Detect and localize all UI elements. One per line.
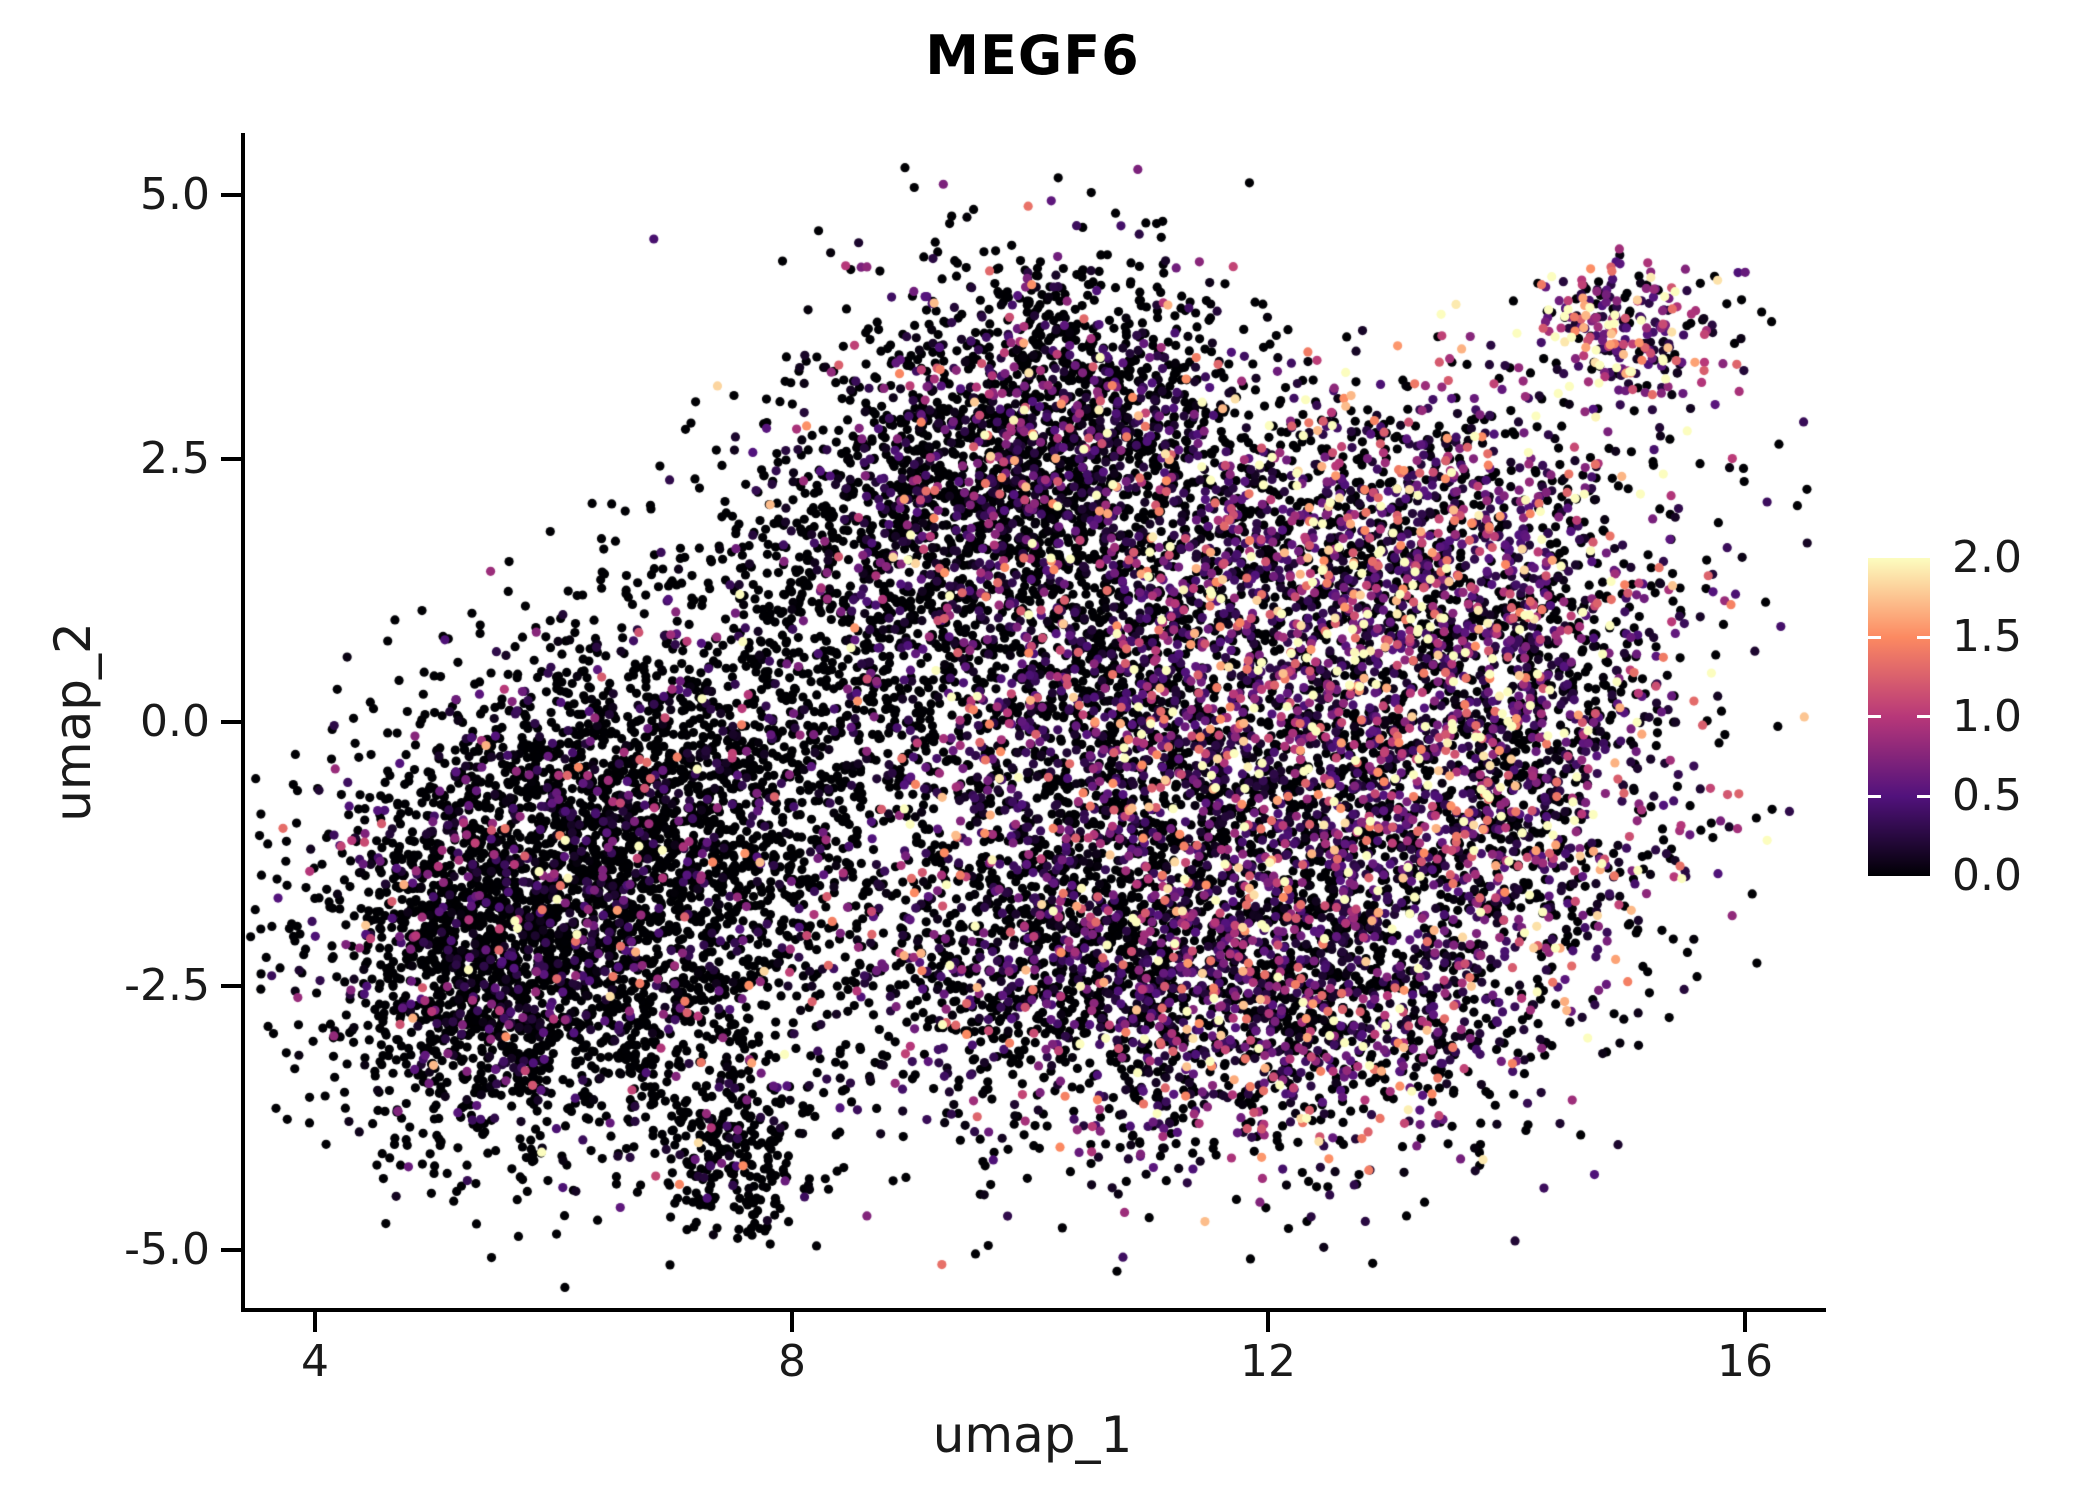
y-tick-label: 5.0: [140, 169, 210, 220]
y-axis-tick: [221, 457, 241, 461]
x-tick-label: 4: [301, 1336, 329, 1387]
y-axis-tick: [221, 1248, 241, 1252]
colorbar-tick: [1917, 715, 1930, 718]
y-tick-label: -2.5: [124, 960, 210, 1011]
x-tick-label: 16: [1717, 1336, 1773, 1387]
colorbar-label: 0.0: [1952, 850, 2022, 901]
colorbar-tick: [1868, 795, 1881, 798]
y-axis-tick: [221, 193, 241, 197]
colorbar-label: 1.5: [1952, 611, 2022, 662]
x-axis-line: [241, 1308, 1826, 1312]
colorbar-tick: [1917, 795, 1930, 798]
colorbar-label: 1.0: [1952, 691, 2022, 742]
y-axis-line: [241, 133, 245, 1312]
colorbar-label: 2.0: [1952, 532, 2022, 583]
colorbar-tick: [1868, 636, 1881, 639]
x-tick-label: 12: [1240, 1336, 1296, 1387]
y-tick-label: -5.0: [124, 1224, 210, 1275]
y-axis-tick: [221, 984, 241, 988]
plot-title: MEGF6: [925, 24, 1140, 87]
y-axis-title: umap_2: [44, 622, 102, 822]
x-tick-label: 8: [778, 1336, 806, 1387]
x-axis-tick: [1266, 1312, 1270, 1332]
colorbar-label: 0.5: [1952, 770, 2022, 821]
x-axis-title: umap_1: [932, 1406, 1133, 1464]
colorbar-tick: [1917, 636, 1930, 639]
x-axis-tick: [1743, 1312, 1747, 1332]
y-tick-label: 0.0: [140, 696, 210, 747]
colorbar-tick: [1868, 715, 1881, 718]
y-tick-label: 2.5: [140, 433, 210, 484]
x-axis-tick: [790, 1312, 794, 1332]
x-axis-tick: [313, 1312, 317, 1332]
y-axis-tick: [221, 720, 241, 724]
